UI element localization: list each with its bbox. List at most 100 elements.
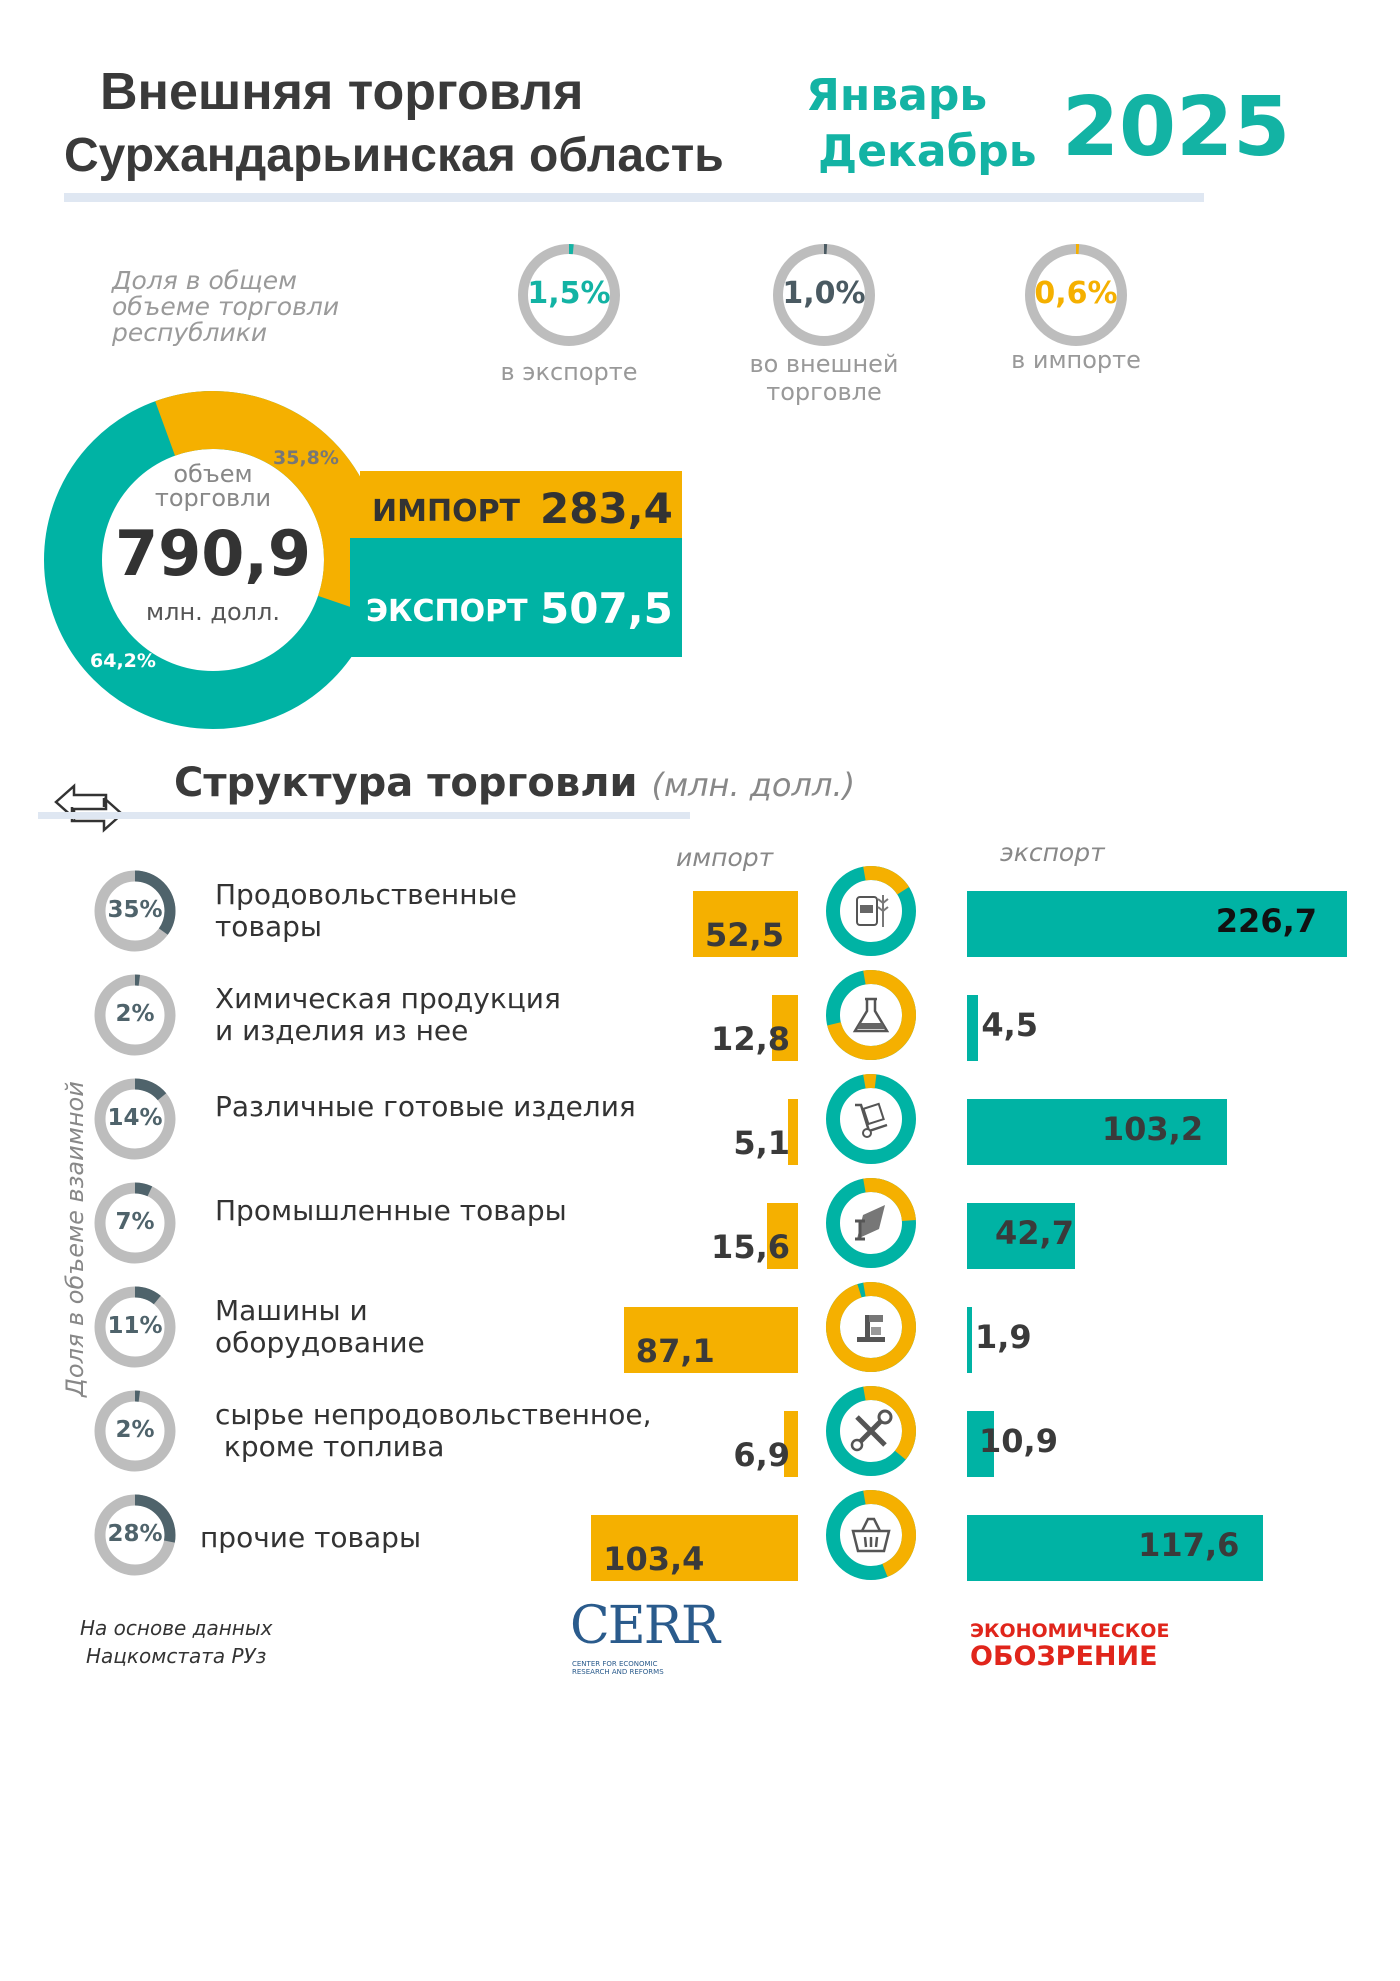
title-line2: Сурхандарьинская область [64, 129, 724, 182]
eo-logo: ЭКОНОМИЧЕСКОЕ ОБОЗРЕНИЕ [970, 1618, 1169, 1670]
export-bar [967, 1411, 995, 1477]
share-label: во внешней торговле [749, 350, 899, 406]
import-bar [623, 1307, 798, 1373]
share-label: 2% [115, 1001, 155, 1027]
eo-logo-line2: ОБОЗРЕНИЕ [970, 1641, 1158, 1672]
icon-ring-import [826, 1282, 916, 1372]
share-donut [94, 1494, 176, 1576]
icon-ring-import [826, 1178, 916, 1268]
export-value: 42,7 [995, 1214, 1074, 1252]
category-label: сырье непродовольственное, кроме топлива [215, 1398, 652, 1463]
export-pct-label: 64,2% [90, 650, 156, 672]
total-unit: млн. долл. [146, 598, 280, 626]
export-bar [967, 1515, 1264, 1581]
export-bar [967, 891, 1347, 957]
import-value: 5,1 [733, 1124, 790, 1162]
import-value: 15,6 [711, 1228, 790, 1266]
total-caption: объем торговли [154, 460, 272, 512]
export-value: 507,5 [540, 584, 673, 633]
import-arc [44, 391, 382, 729]
source-line2: Нацкомстата РУз [86, 1644, 267, 1668]
export-label: ЭКСПОРТ [366, 594, 528, 629]
share-ring-fill [1025, 244, 1127, 346]
structure-unit: (млн. долл.) [651, 766, 856, 804]
share-ring-fill [773, 244, 875, 346]
export-value: 226,7 [1215, 902, 1317, 940]
share-donut [94, 974, 176, 1056]
source-line1: На основе данных [80, 1616, 273, 1640]
machine-ring [826, 1282, 916, 1372]
import-bar [766, 1203, 798, 1269]
machine-icon [857, 1315, 885, 1342]
cerr-logo-subtitle: CENTER FOR ECONOMIC RESEARCH AND REFORMS [572, 1660, 664, 1676]
import-header: импорт [676, 843, 774, 872]
share-donut [94, 1182, 176, 1264]
share-caption: Доля в общем объеме торговли республики [112, 266, 340, 347]
export-value: 117,6 [1138, 1526, 1240, 1564]
export-bar [967, 1203, 1075, 1269]
category-label: Химическая продукция и изделия из нее [215, 982, 561, 1047]
flask-icon [852, 997, 890, 1033]
source-note: На основе данных Нацкомстата РУз [80, 1614, 273, 1670]
share-label: 11% [107, 1313, 163, 1339]
structure-title-text: Структура торговли [174, 760, 638, 806]
export-value: 4,5 [981, 1006, 1039, 1044]
share-donut-fill [94, 1494, 176, 1576]
export-value: 103,2 [1101, 1110, 1204, 1148]
share-donut-fill [94, 1286, 176, 1368]
share-ring-fill [518, 244, 620, 346]
hand-truck-icon [855, 1102, 888, 1138]
category-label: Различные готовые изделия [215, 1090, 636, 1123]
export-value: 1,9 [975, 1318, 1032, 1356]
import-label: ИМПОРТ [372, 494, 521, 529]
import-bar [772, 995, 798, 1061]
import-value: 6,9 [733, 1436, 790, 1474]
share-ring [773, 244, 875, 346]
share-donut [94, 1078, 176, 1160]
share-label: 2% [115, 1417, 155, 1443]
share-donut-fill [94, 974, 176, 1056]
share-donut [94, 870, 176, 952]
export-bar [967, 995, 979, 1061]
import-value: 103,4 [603, 1540, 705, 1578]
import-bar [591, 1515, 798, 1581]
share-donut-fill [94, 1078, 176, 1160]
import-bar [784, 1411, 798, 1477]
icon-ring-import [826, 866, 916, 956]
year: 2025 [1062, 80, 1291, 175]
basket-icon [851, 1517, 891, 1553]
import-value: 12,8 [711, 1020, 790, 1058]
share-donut [94, 1390, 176, 1472]
import-bar [693, 891, 798, 957]
structure-title: Структура торговли (млн. долл.) [174, 760, 855, 806]
share-label: в экспорте [500, 358, 638, 386]
food-icon [856, 895, 889, 927]
category-label: Продовольственные товары [215, 878, 517, 943]
share-label: 7% [115, 1209, 155, 1235]
icon-ring-import [826, 1490, 916, 1580]
share-donut [94, 1286, 176, 1368]
export-value: 10,9 [979, 1422, 1058, 1460]
import-total-bar [360, 471, 682, 538]
section-underline [38, 812, 690, 819]
import-value: 87,1 [635, 1332, 715, 1370]
period-to: Декабрь [818, 126, 1037, 177]
basket-ring [826, 1490, 916, 1580]
export-bar [967, 1307, 972, 1373]
flask-ring [826, 970, 916, 1060]
export-bar [967, 1099, 1228, 1165]
tools-icon [850, 1409, 893, 1452]
icon-ring-import [826, 1074, 916, 1164]
header-underline [64, 193, 1204, 202]
icon-ring-import [826, 1386, 916, 1476]
period-from: Январь [806, 70, 988, 121]
steel-beam-icon [855, 1205, 885, 1241]
export-header: экспорт [1000, 838, 1105, 867]
eo-logo-line1: ЭКОНОМИЧЕСКОЕ [970, 1620, 1170, 1642]
total-value: 790,9 [114, 517, 312, 590]
share-ring [1025, 244, 1127, 346]
food-ring [826, 866, 916, 956]
share-donut-fill [94, 1182, 176, 1264]
share-donut-fill [94, 1390, 176, 1472]
share-label: 35% [107, 897, 163, 923]
